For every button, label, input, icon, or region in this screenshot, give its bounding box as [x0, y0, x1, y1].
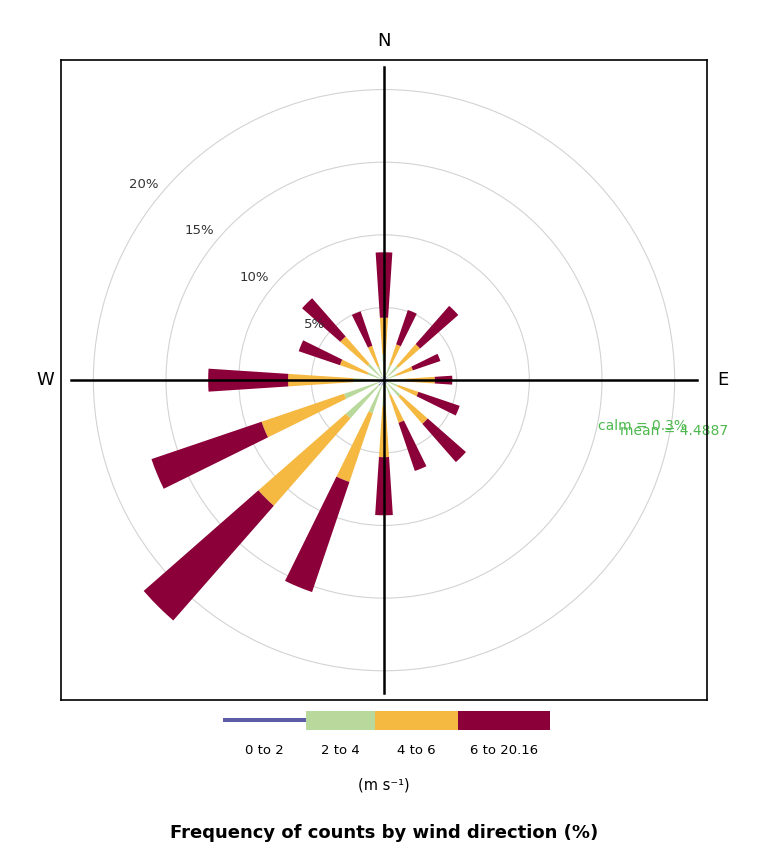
- Bar: [422, 418, 466, 462]
- Bar: [380, 318, 388, 354]
- Bar: [389, 378, 406, 382]
- Bar: [406, 377, 435, 384]
- Bar: [382, 384, 386, 406]
- Bar: [376, 252, 392, 318]
- Text: calm = 0.3%: calm = 0.3%: [598, 419, 687, 433]
- Bar: [346, 385, 379, 418]
- Bar: [382, 354, 386, 376]
- Bar: [302, 298, 346, 342]
- Bar: [435, 376, 452, 384]
- Bar: [397, 384, 419, 397]
- Bar: [386, 365, 391, 376]
- Bar: [384, 380, 387, 381]
- Bar: [382, 378, 384, 380]
- Bar: [378, 366, 383, 378]
- Bar: [458, 711, 550, 730]
- Text: Frequency of counts by wind direction (%): Frequency of counts by wind direction (%…: [170, 824, 598, 842]
- Bar: [381, 379, 384, 380]
- Bar: [396, 366, 413, 376]
- Bar: [396, 344, 420, 368]
- Bar: [384, 379, 387, 380]
- Bar: [336, 411, 372, 482]
- Bar: [151, 422, 268, 489]
- Bar: [387, 383, 400, 397]
- Bar: [288, 374, 353, 386]
- Bar: [223, 719, 306, 722]
- Bar: [382, 380, 384, 385]
- Text: 15%: 15%: [184, 225, 214, 238]
- Bar: [386, 381, 398, 386]
- Bar: [379, 380, 384, 385]
- Bar: [384, 377, 387, 380]
- Bar: [379, 406, 389, 457]
- Text: 6 to 20.16: 6 to 20.16: [470, 744, 538, 757]
- Bar: [208, 369, 288, 391]
- Bar: [386, 374, 396, 379]
- Bar: [344, 382, 379, 399]
- Bar: [262, 394, 346, 437]
- Text: 2 to 4: 2 to 4: [321, 744, 359, 757]
- Bar: [399, 395, 428, 424]
- Bar: [416, 392, 460, 416]
- Bar: [399, 421, 426, 471]
- Text: 20%: 20%: [128, 178, 158, 191]
- Bar: [379, 380, 384, 383]
- Bar: [306, 711, 375, 730]
- Text: (m s⁻¹): (m s⁻¹): [358, 777, 410, 792]
- Bar: [384, 376, 386, 380]
- Bar: [375, 457, 393, 515]
- Text: 0 to 2: 0 to 2: [245, 744, 283, 757]
- Bar: [258, 414, 350, 505]
- Bar: [352, 311, 372, 347]
- Bar: [285, 477, 349, 592]
- Bar: [299, 340, 343, 365]
- Bar: [368, 372, 382, 379]
- Bar: [389, 345, 401, 365]
- Bar: [384, 380, 386, 383]
- Text: 5%: 5%: [304, 318, 325, 331]
- Bar: [384, 380, 387, 384]
- Bar: [353, 378, 379, 382]
- Bar: [375, 711, 458, 730]
- Bar: [385, 383, 391, 396]
- Text: mean = 4.4887: mean = 4.4887: [620, 424, 728, 438]
- Bar: [100, 491, 274, 664]
- Text: 10%: 10%: [240, 271, 270, 284]
- Bar: [396, 310, 417, 346]
- Text: 4 to 6: 4 to 6: [397, 744, 435, 757]
- Bar: [368, 364, 381, 378]
- Bar: [412, 354, 440, 371]
- Bar: [340, 336, 369, 365]
- Bar: [340, 359, 369, 375]
- Bar: [387, 366, 398, 378]
- Bar: [389, 395, 404, 422]
- Bar: [381, 377, 384, 380]
- Bar: [415, 306, 458, 348]
- Bar: [368, 346, 379, 367]
- Bar: [369, 385, 382, 413]
